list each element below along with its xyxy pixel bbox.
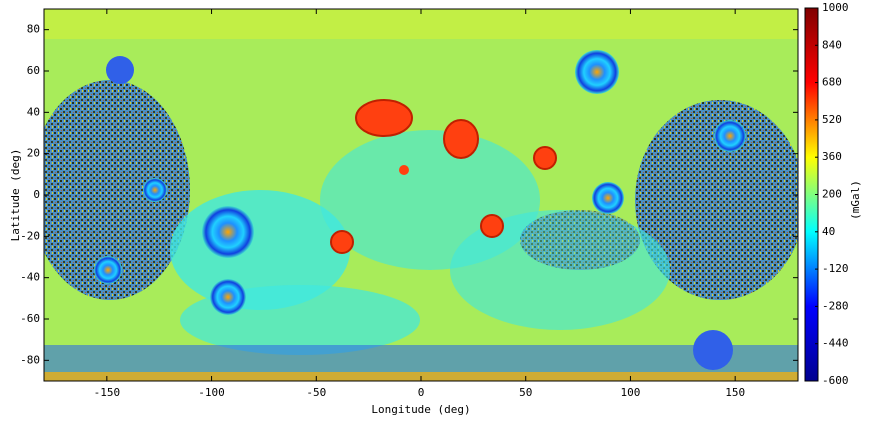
figure: Longitude (deg) Latitude (deg) (mGal) -1… [0,0,871,422]
x-tick-label: 100 [621,386,641,399]
colorbar-tick-label: 200 [822,188,842,201]
colorbar-label: (mGal) [849,180,862,220]
y-tick-label: -20 [20,229,40,242]
colorbar-tick-label: 680 [822,76,842,89]
y-tick-label: 40 [27,105,40,118]
y-tick-label: 20 [27,147,40,160]
colorbar-tick-label: 840 [822,38,842,51]
y-tick-label: 0 [33,188,40,201]
y-tick-label: 80 [27,23,40,36]
colorbar-tick-label: -280 [822,299,849,312]
x-tick-label: 50 [519,386,532,399]
x-tick-label: -150 [94,386,121,399]
x-tick-label: 150 [725,386,745,399]
y-tick-label: -60 [20,312,40,325]
x-axis-label: Longitude (deg) [371,403,470,416]
colorbar-tick-label: -120 [822,262,849,275]
colorbar-tick-label: -440 [822,337,849,350]
colorbar-tick-label: 40 [822,225,835,238]
x-tick-label: -100 [198,386,225,399]
y-tick-label: -40 [20,271,40,284]
x-tick-label: -50 [306,386,326,399]
colorbar-tick-label: 520 [822,113,842,126]
x-tick-label: 0 [418,386,425,399]
colorbar-tick-label: -600 [822,374,849,387]
y-axis-label: Latitude (deg) [9,149,22,242]
colorbar-tick-label: 360 [822,150,842,163]
y-tick-label: -80 [20,353,40,366]
colorbar-tick-label: 1000 [822,1,849,14]
map-image [30,9,805,381]
y-tick-label: 60 [27,64,40,77]
